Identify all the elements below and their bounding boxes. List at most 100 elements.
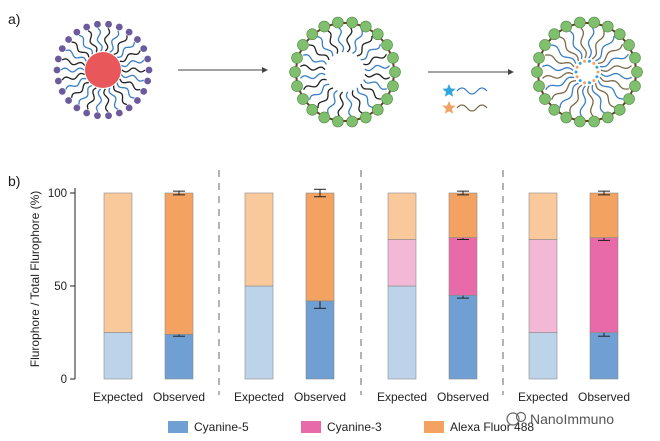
lipid-tail: [117, 41, 136, 59]
fluorophore-dot: [575, 65, 579, 69]
fluorophore-dot: [574, 70, 578, 74]
legend-swatch-af488: [424, 421, 444, 433]
fluorophore-dot: [596, 70, 600, 74]
lipid-tail: [96, 27, 103, 52]
shell-bead: [548, 28, 561, 41]
shell-bead: [588, 115, 600, 128]
lipid-tail: [120, 74, 145, 82]
x-tick-label: Expected: [93, 390, 143, 404]
bar-segment-cy5: [589, 332, 619, 380]
strand: [595, 35, 615, 62]
lipid-tail: [121, 59, 145, 68]
lipid-head: [115, 109, 123, 117]
lipid-tail: [61, 58, 86, 66]
lipid-tail: [87, 30, 98, 53]
lipid-head: [94, 20, 101, 28]
strand: [559, 82, 579, 109]
lipid-head: [125, 104, 133, 112]
fluorophore-dot: [575, 75, 579, 79]
lipid-head: [134, 36, 141, 43]
strand: [308, 44, 330, 61]
shell-bead: [574, 16, 586, 29]
shell-bead: [291, 52, 303, 64]
lipid-tail: [109, 30, 120, 53]
strand: [308, 83, 330, 100]
lipid-tail: [71, 41, 90, 58]
legend-label-af488: Alexa Fluor 488: [450, 420, 534, 434]
lipid-tail: [119, 50, 141, 63]
shell-bead: [359, 111, 372, 124]
fluorophore-dot: [592, 79, 596, 83]
shell-bead: [613, 28, 626, 41]
lipid-tail: [65, 77, 87, 90]
bar-segment-cy5: [164, 334, 194, 380]
shell-bead: [560, 20, 573, 33]
panel-b-label: b): [8, 173, 20, 189]
x-tick-label: Observed: [294, 390, 346, 404]
stacked-bar-chart: Flurophore / Total Flurophore (%) 0 50 100…: [28, 170, 630, 404]
y-axis-label: Flurophore / Total Flurophore (%): [28, 191, 42, 368]
strand: [568, 30, 583, 60]
x-tick-label: Observed: [437, 390, 489, 404]
strand: [569, 84, 583, 114]
strand: [542, 64, 574, 72]
fluorophore-dot: [578, 79, 582, 83]
shell-bead: [629, 80, 641, 92]
strand: [587, 85, 594, 117]
shell-bead: [539, 93, 551, 105]
lipid-head: [65, 97, 72, 104]
lipid-head: [144, 55, 152, 63]
bar-segment-cy5: [244, 285, 274, 380]
lipid-head: [105, 20, 112, 28]
bar-segment-af488: [103, 192, 133, 333]
lipid-tail: [61, 72, 85, 81]
shell-bead: [548, 103, 561, 116]
strand: [360, 44, 382, 61]
strand: [345, 91, 353, 117]
bar-segment-cy3: [448, 237, 478, 296]
bar-segment-af488: [448, 192, 478, 238]
strand: [352, 30, 363, 54]
micelle-core: [85, 52, 121, 88]
bar-segment-af488: [305, 192, 335, 302]
bar-segment-cy3: [589, 237, 619, 333]
fluorophore-dot: [583, 59, 587, 63]
strand: [317, 35, 334, 57]
bar-segment-af488: [387, 192, 417, 240]
shell-bead: [629, 52, 641, 64]
y-tick-label: 50: [54, 281, 67, 293]
shell-bead: [318, 20, 331, 33]
shell-bead: [381, 39, 393, 51]
shell-bead: [533, 80, 545, 92]
lipid-tail: [103, 88, 110, 113]
lipid-tail: [95, 88, 102, 113]
shell-bead: [601, 111, 614, 124]
blue-strand: [456, 87, 488, 95]
shell-bead: [623, 39, 635, 51]
shell-bead: [306, 28, 319, 41]
bar-segment-af488: [589, 192, 619, 238]
strand: [364, 64, 390, 72]
lipid-tail: [108, 87, 119, 110]
shell-bead: [560, 111, 573, 124]
strand: [545, 54, 575, 68]
strand: [550, 44, 577, 64]
strand: [599, 53, 629, 68]
legend-label-cy5: Cyanine-5: [194, 420, 249, 434]
strand: [337, 91, 344, 118]
lipid-head: [144, 77, 152, 85]
strand: [597, 43, 623, 65]
bar-segment-af488: [164, 192, 194, 335]
loaded-shell-illustration: [531, 16, 643, 128]
shell-bead: [613, 103, 626, 116]
shell-bead: [601, 20, 614, 33]
bar-segment-af488: [244, 192, 274, 287]
strand: [327, 90, 338, 114]
shell-bead: [631, 66, 643, 78]
lipid-head: [140, 87, 148, 95]
lipid-tail: [121, 67, 146, 73]
panel-a-label: a): [8, 11, 20, 27]
y-tick-label: 0: [61, 374, 67, 386]
strand: [326, 30, 339, 54]
lipid-head: [58, 87, 66, 95]
